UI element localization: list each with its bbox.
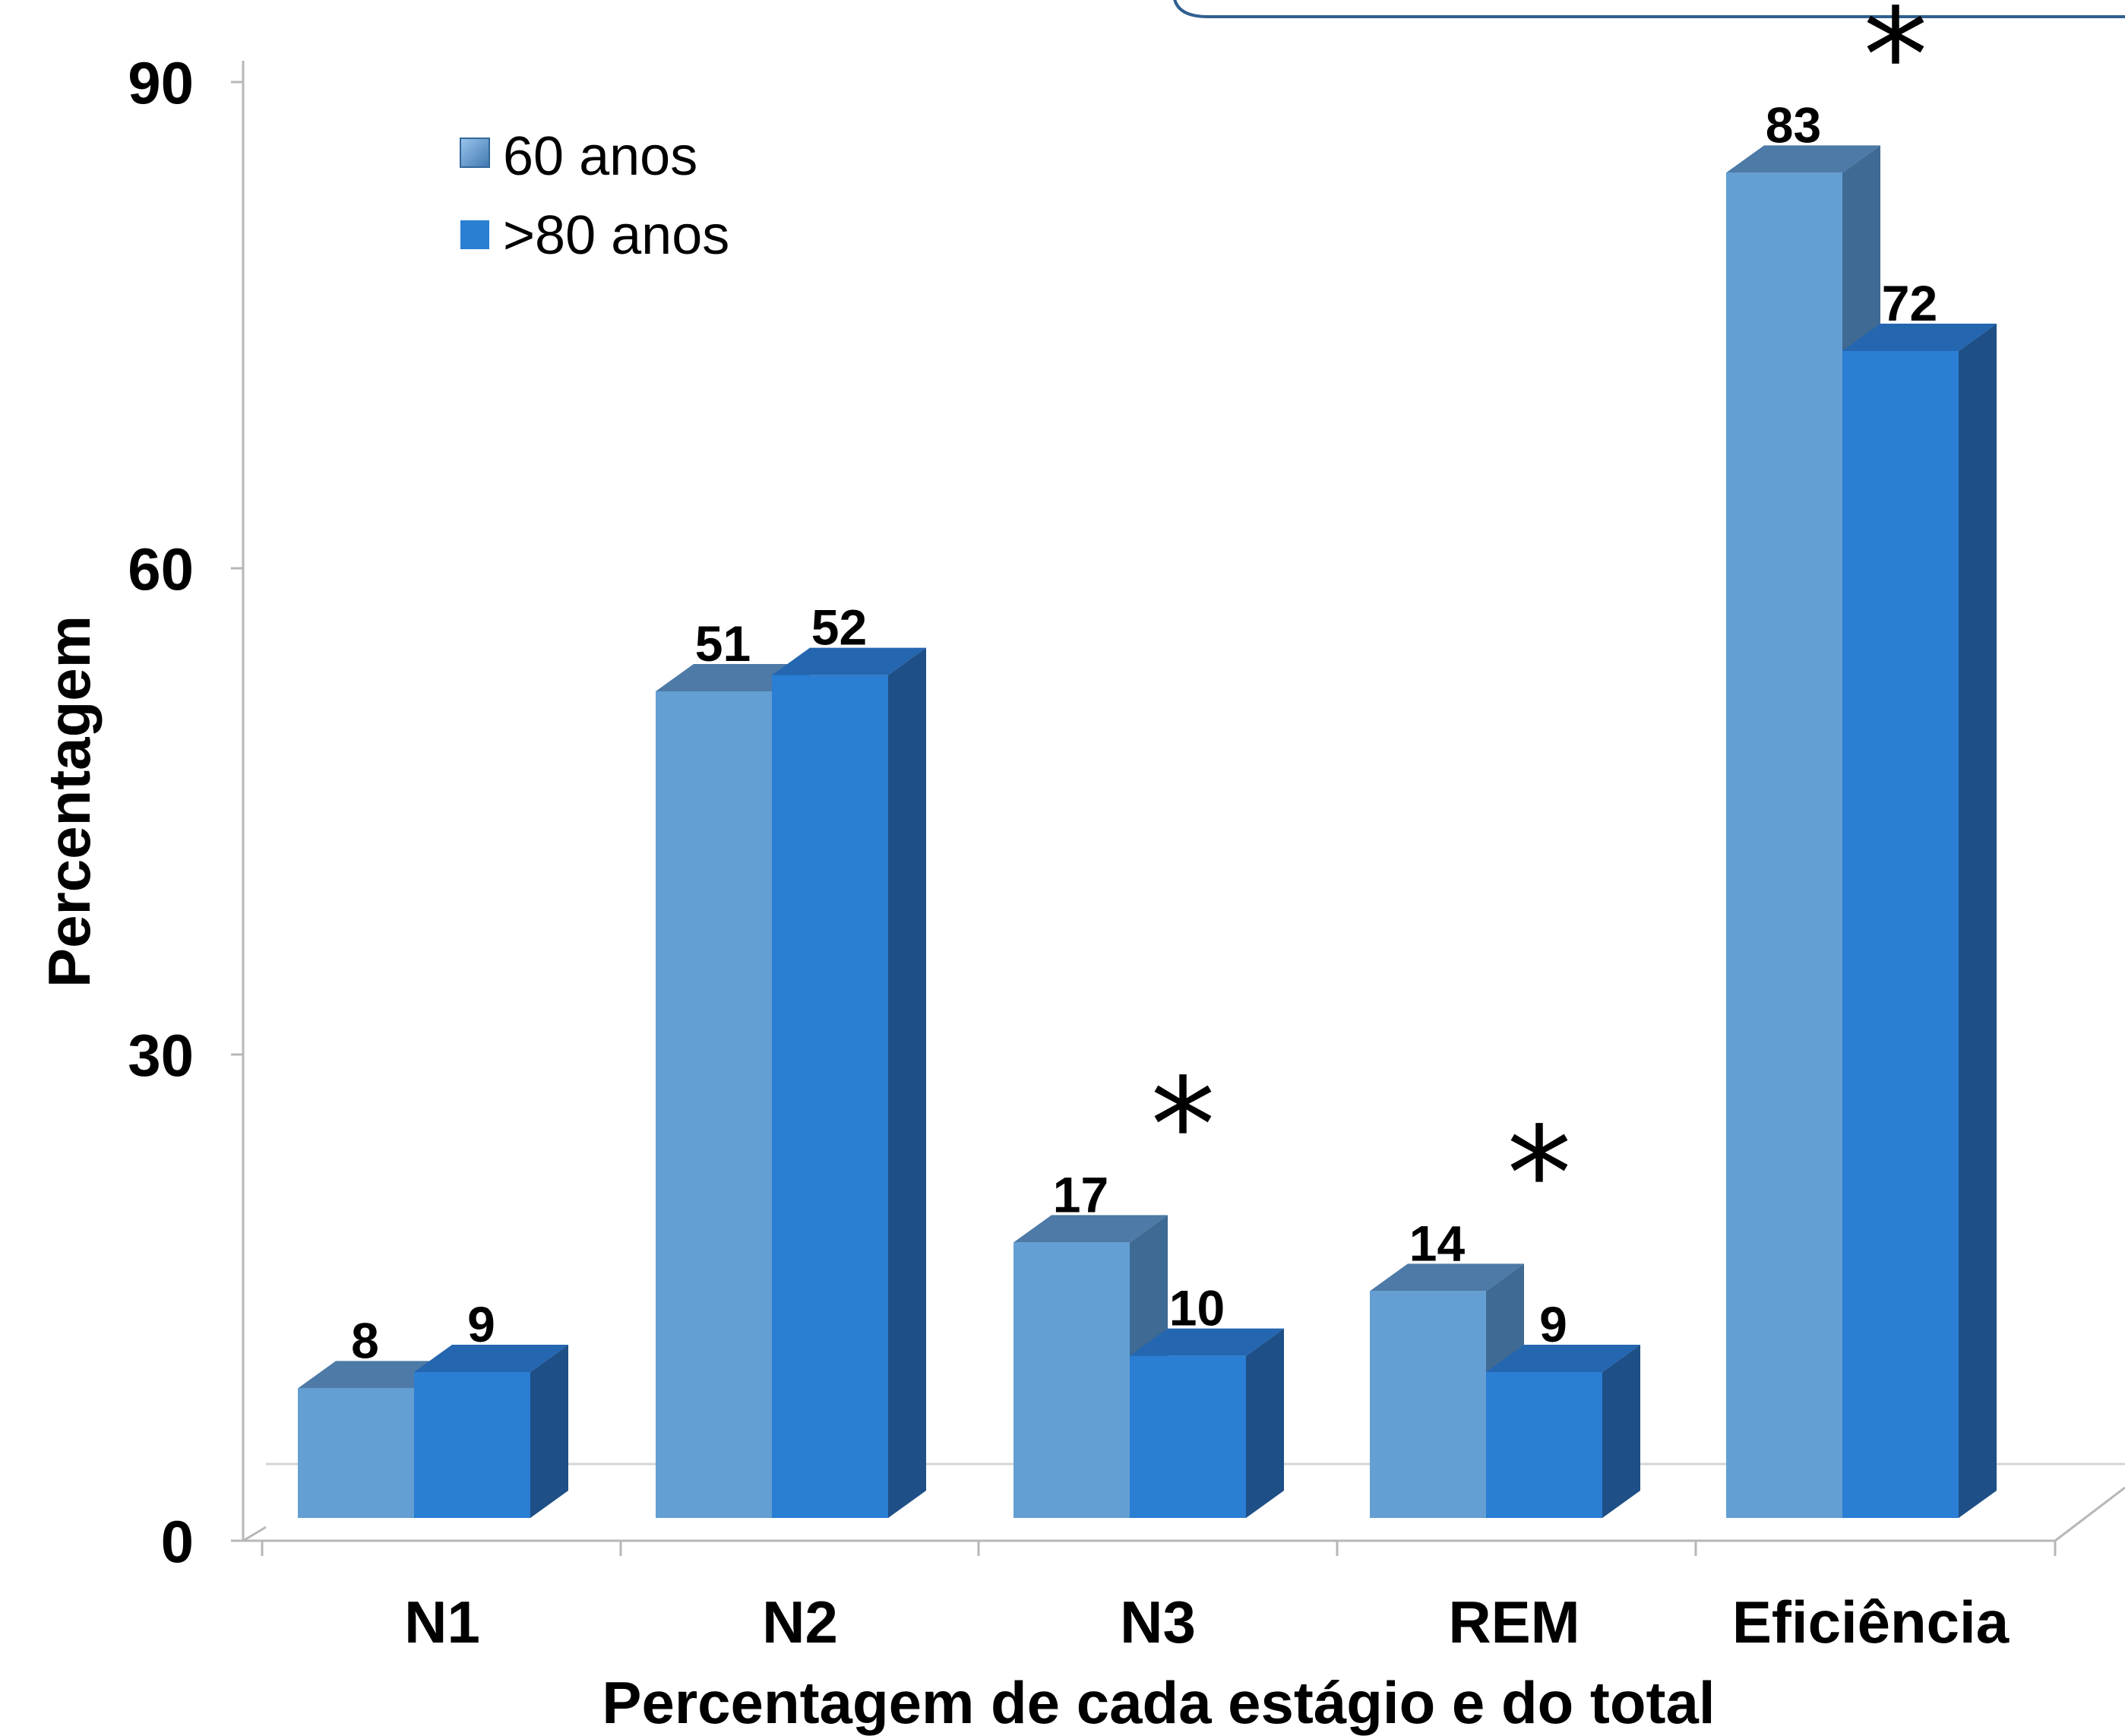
data-label-80-anos-n1: 9 [467,1296,495,1352]
data-label-60-anos-eficiencia: 83 [1766,96,1821,153]
bar-top-face [1013,1215,1168,1243]
data-label-60-anos-rem: 14 [1409,1215,1466,1271]
data-label-80-anos-eficiencia: 72 [1882,275,1937,331]
legend-item-80-anos: >80 anos [460,205,729,266]
y-tick-label: 90 [128,49,194,116]
data-label-80-anos-rem: 9 [1539,1296,1567,1352]
x-tick-label-eficiencia: Eficiência [1732,1589,2010,1655]
data-label-80-anos-n2: 52 [811,599,867,656]
bar-top-face [1370,1263,1524,1292]
legend-label-80-anos: >80 anos [503,205,729,266]
data-label-60-anos-n3: 17 [1053,1166,1108,1222]
bar-top-face [1726,145,1880,173]
x-tick-label-rem: REM [1448,1589,1580,1655]
bar-80-anos-n2 [772,647,926,1518]
significance-asterisk-eficiencia: * [1864,0,1928,131]
bar-top-face [1842,324,1997,351]
bar-80-anos-n3 [1130,1328,1284,1518]
bar-top-face [1486,1345,1640,1372]
bar-80-anos-n1 [414,1345,568,1518]
data-label-80-anos-n3: 10 [1169,1280,1225,1336]
legend-label-60-anos: 60 anos [503,126,697,187]
x-tick-label-n2: N2 [762,1589,838,1655]
legend: 60 anos >80 anos [460,126,729,266]
x-tick-label-n1: N1 [404,1589,480,1655]
x-tick-label-n3: N3 [1120,1589,1196,1655]
y-axis: 0 30 60 90 [128,49,243,1575]
bar-side-face [1959,324,1997,1518]
y-tick-label: 30 [128,1022,194,1089]
bar-side-face [888,647,926,1518]
bars [298,145,1997,1518]
bar-front-face [772,675,888,1518]
bar-side-face [1246,1328,1284,1518]
bar-top-face [414,1345,568,1372]
legend-swatch-60-anos [460,138,490,168]
decorative-frame [1173,0,2125,18]
significance-asterisk-n3: * [1151,1051,1216,1201]
bar-front-face [656,691,772,1518]
bar-front-face [1726,172,1842,1518]
x-axis-title: Percentagem de cada estágio e do total [602,1669,1715,1736]
legend-swatch-80-anos [460,220,489,249]
data-label-60-anos-n2: 51 [695,615,751,672]
y-axis-title: Percentagem [36,615,103,988]
bar-80-anos-eficiencia [1842,324,1997,1518]
data-label-60-anos-n1: 8 [351,1312,379,1368]
bar-top-face [1130,1328,1284,1356]
bar-80-anos-rem [1486,1345,1640,1518]
y-tick-label: 60 [128,536,194,602]
bar-front-face [1013,1242,1130,1518]
bar-top-face [772,647,926,675]
bar-top-face [298,1361,452,1389]
x-axis: N1 N2 N3 REM Eficiência [261,1541,2057,1655]
bar-front-face [298,1388,414,1518]
bar-60-anos-rem [1370,1263,1524,1518]
bar-front-face [1486,1372,1602,1518]
bar-side-face [1602,1345,1640,1518]
bar-front-face [1370,1291,1486,1518]
significance-asterisk-rem: * [1507,1099,1572,1250]
bar-front-face [1130,1355,1246,1518]
legend-item-60-anos: 60 anos [460,126,697,187]
bar-top-face [656,664,810,691]
data-labels: 8 51 17 14 83 9 52 10 9 72 [351,96,1937,1368]
y-tick-label: 0 [161,1508,194,1575]
bar-front-face [414,1372,530,1518]
bar-side-face [530,1345,568,1518]
significance-markers: * * * [1151,0,1928,1250]
bar-front-face [1842,351,1959,1518]
